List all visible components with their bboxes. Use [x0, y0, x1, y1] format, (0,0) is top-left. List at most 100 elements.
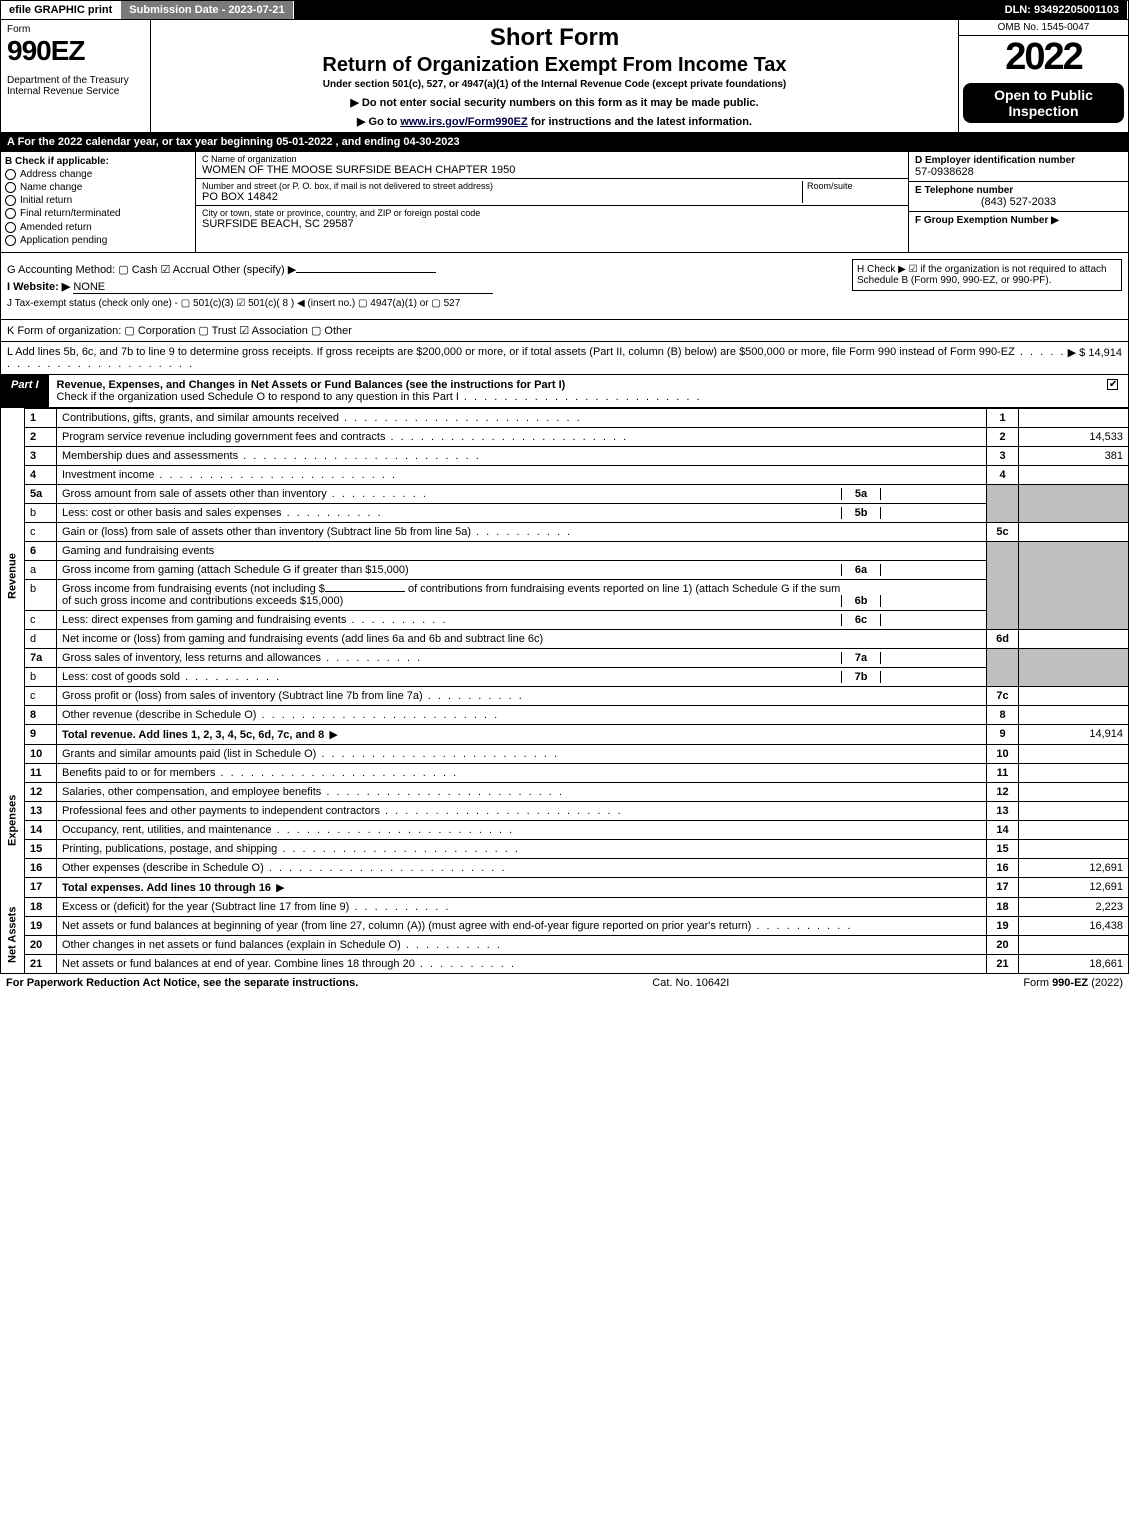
instr2-post: for instructions and the latest informat…	[528, 116, 752, 128]
irs-label: Internal Revenue Service	[7, 86, 144, 97]
line-9: 9 Total revenue. Add lines 1, 2, 3, 4, 5…	[1, 724, 1129, 744]
line-7a: 7a Gross sales of inventory, less return…	[1, 648, 1129, 667]
instr-1: ▶ Do not enter social security numbers o…	[159, 96, 950, 109]
column-c: C Name of organization WOMEN OF THE MOOS…	[196, 152, 908, 252]
line-8: 8 Other revenue (describe in Schedule O)…	[1, 705, 1129, 724]
line-4: 4 Investment income 4	[1, 465, 1129, 484]
line-13: 13 Professional fees and other payments …	[1, 801, 1129, 820]
d-val: 57-0938628	[915, 166, 1122, 178]
row-a: A For the 2022 calendar year, or tax yea…	[0, 133, 1129, 152]
line-5a: 5a Gross amount from sale of assets othe…	[1, 484, 1129, 503]
phone-row: E Telephone number (843) 527-2033	[909, 182, 1128, 212]
line-19: 19 Net assets or fund balances at beginn…	[1, 916, 1129, 935]
chk-initial[interactable]: Initial return	[5, 195, 191, 206]
line-1: Revenue 1 Contributions, gifts, grants, …	[1, 408, 1129, 427]
top-bar: efile GRAPHIC print Submission Date - 20…	[0, 0, 1129, 20]
chk-pending[interactable]: Application pending	[5, 235, 191, 246]
chk-final[interactable]: Final return/terminated	[5, 208, 191, 219]
j-line: J Tax-exempt status (check only one) - ▢…	[7, 298, 1122, 309]
line-10: Expenses 10 Grants and similar amounts p…	[1, 744, 1129, 763]
section-g-to-j: G Accounting Method: ▢ Cash ☑ Accrual Ot…	[0, 253, 1129, 320]
k-line: K Form of organization: ▢ Corporation ▢ …	[0, 320, 1129, 342]
line-16: 16 Other expenses (describe in Schedule …	[1, 858, 1129, 877]
omb-number: OMB No. 1545-0047	[959, 20, 1128, 36]
line-6c: c Less: direct expenses from gaming and …	[1, 610, 1129, 629]
line-5b: b Less: cost or other basis and sales ex…	[1, 503, 1129, 522]
l-desc: L Add lines 5b, 6c, and 7b to line 9 to …	[7, 346, 1068, 370]
efile-label[interactable]: efile GRAPHIC print	[1, 1, 121, 19]
subtitle: Under section 501(c), 527, or 4947(a)(1)…	[159, 79, 950, 90]
form-label: Form	[7, 24, 144, 35]
ein-row: D Employer identification number 57-0938…	[909, 152, 1128, 182]
part-1-header: Part I Revenue, Expenses, and Changes in…	[0, 375, 1129, 408]
line-3: 3 Membership dues and assessments 3 381	[1, 446, 1129, 465]
b-title: B Check if applicable:	[5, 156, 191, 167]
l-line: L Add lines 5b, 6c, and 7b to line 9 to …	[0, 342, 1129, 375]
line-11: 11 Benefits paid to or for members 11	[1, 763, 1129, 782]
header-center: Short Form Return of Organization Exempt…	[151, 20, 958, 132]
side-revenue: Revenue	[1, 408, 25, 744]
form-header: Form 990EZ Department of the Treasury In…	[0, 20, 1129, 133]
city-row: City or town, state or province, country…	[196, 206, 908, 232]
name-label: C Name of organization	[202, 154, 902, 164]
e-label: E Telephone number	[915, 185, 1122, 196]
l-amount: ▶ $ 14,914	[1068, 346, 1122, 370]
column-def: D Employer identification number 57-0938…	[908, 152, 1128, 252]
line-6: 6 Gaming and fundraising events	[1, 541, 1129, 560]
line-14: 14 Occupancy, rent, utilities, and maint…	[1, 820, 1129, 839]
part-1-table: Revenue 1 Contributions, gifts, grants, …	[0, 408, 1129, 974]
room-label: Room/suite	[807, 181, 902, 191]
city-val: SURFSIDE BEACH, SC 29587	[202, 218, 902, 230]
header-right: OMB No. 1545-0047 2022 Open to Public In…	[958, 20, 1128, 132]
city-label: City or town, state or province, country…	[202, 208, 902, 218]
side-expenses: Expenses	[1, 744, 25, 897]
group-exemption-row: F Group Exemption Number ▶	[909, 212, 1128, 229]
line-7c: c Gross profit or (loss) from sales of i…	[1, 686, 1129, 705]
form-number: 990EZ	[7, 35, 144, 67]
street-row: Number and street (or P. O. box, if mail…	[196, 179, 908, 206]
line-17: 17 Total expenses. Add lines 10 through …	[1, 877, 1129, 897]
line-15: 15 Printing, publications, postage, and …	[1, 839, 1129, 858]
part-tag: Part I	[1, 375, 49, 407]
line-6b: b Gross income from fundraising events (…	[1, 579, 1129, 610]
h-box: H Check ▶ ☑ if the organization is not r…	[852, 259, 1122, 291]
instr2-pre: ▶ Go to	[357, 116, 400, 128]
footer-right: Form 990-EZ (2022)	[1023, 977, 1123, 989]
f-label: F Group Exemption Number ▶	[915, 215, 1122, 226]
line-18: Net Assets 18 Excess or (deficit) for th…	[1, 897, 1129, 916]
header-left: Form 990EZ Department of the Treasury In…	[1, 20, 151, 132]
line-12: 12 Salaries, other compensation, and emp…	[1, 782, 1129, 801]
chk-address[interactable]: Address change	[5, 169, 191, 180]
d-label: D Employer identification number	[915, 155, 1122, 166]
side-netassets: Net Assets	[1, 897, 25, 973]
line-7b: b Less: cost of goods sold7b	[1, 667, 1129, 686]
e-val: (843) 527-2033	[915, 196, 1122, 208]
part-checkbox[interactable]	[1097, 375, 1128, 407]
footer-center: Cat. No. 10642I	[652, 977, 729, 989]
line-5c: c Gain or (loss) from sale of assets oth…	[1, 522, 1129, 541]
org-name: WOMEN OF THE MOOSE SURFSIDE BEACH CHAPTE…	[202, 164, 902, 176]
chk-amended[interactable]: Amended return	[5, 222, 191, 233]
submission-date: Submission Date - 2023-07-21	[121, 1, 293, 19]
line-21: 21 Net assets or fund balances at end of…	[1, 954, 1129, 973]
chk-name[interactable]: Name change	[5, 182, 191, 193]
column-b: B Check if applicable: Address change Na…	[1, 152, 196, 252]
street-val: PO BOX 14842	[202, 191, 802, 203]
footer: For Paperwork Reduction Act Notice, see …	[0, 974, 1129, 992]
dln: DLN: 93492205001103	[997, 1, 1128, 19]
website-val: NONE	[73, 281, 493, 294]
short-form-title: Short Form	[159, 24, 950, 52]
return-title: Return of Organization Exempt From Incom…	[159, 54, 950, 77]
line-20: 20 Other changes in net assets or fund b…	[1, 935, 1129, 954]
line-6d: d Net income or (loss) from gaming and f…	[1, 629, 1129, 648]
open-public-badge: Open to Public Inspection	[963, 83, 1124, 123]
org-name-row: C Name of organization WOMEN OF THE MOOS…	[196, 152, 908, 179]
section-b-to-f: B Check if applicable: Address change Na…	[0, 152, 1129, 253]
footer-left: For Paperwork Reduction Act Notice, see …	[6, 977, 358, 989]
tax-year: 2022	[959, 36, 1128, 79]
i-label: I Website: ▶	[7, 281, 70, 293]
part-title: Revenue, Expenses, and Changes in Net As…	[49, 375, 1097, 407]
irs-link[interactable]: www.irs.gov/Form990EZ	[400, 116, 527, 128]
dept-label: Department of the Treasury	[7, 75, 144, 86]
line-6a: a Gross income from gaming (attach Sched…	[1, 560, 1129, 579]
